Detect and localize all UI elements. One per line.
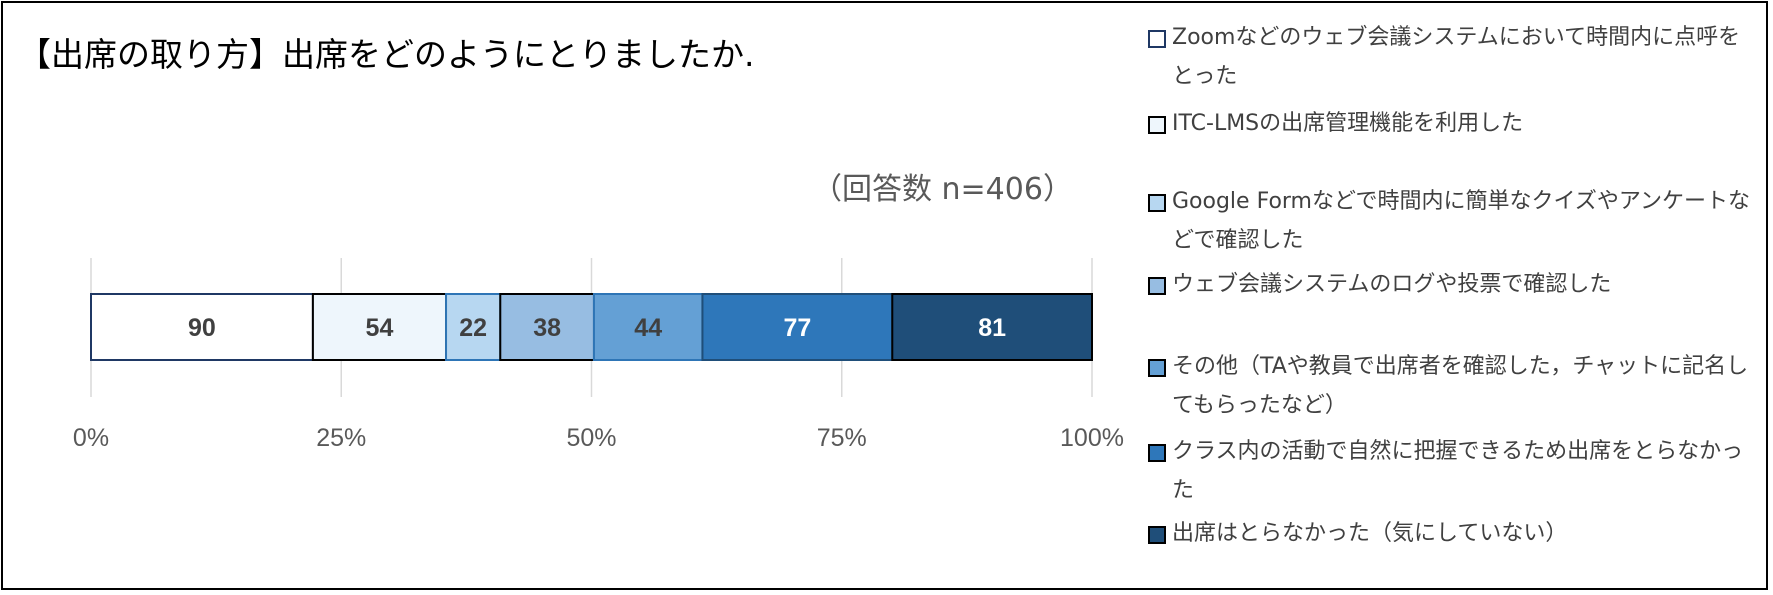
x-tick-label: 25% bbox=[316, 424, 366, 452]
legend-swatch-icon bbox=[1148, 116, 1166, 134]
legend-swatch-icon bbox=[1148, 444, 1166, 462]
legend-item: 出席はとらなかった（気にしていない） bbox=[1148, 514, 1752, 553]
legend-label: その他（TAや教員で出席者を確認した，チャットに記名してもらったなど） bbox=[1172, 354, 1749, 418]
legend-item: Google Formなどで時間内に簡単なクイズやアンケートなどで確認した bbox=[1148, 182, 1752, 260]
legend-item: Zoomなどのウェブ会議システムにおいて時間内に点呼をとった bbox=[1148, 18, 1752, 96]
x-tick-label: 50% bbox=[566, 424, 616, 452]
legend-item: ITC-LMSの出席管理機能を利用した bbox=[1148, 104, 1752, 143]
legend-label: クラス内の活動で自然に把握できるため出席をとらなかった bbox=[1172, 439, 1744, 503]
bar-segment bbox=[891, 293, 1093, 361]
legend-swatch-icon bbox=[1148, 194, 1166, 212]
data-label: 22 bbox=[459, 314, 487, 342]
legend-label: 出席はとらなかった（気にしていない） bbox=[1172, 521, 1568, 546]
bar-segment bbox=[311, 293, 448, 361]
data-label: 54 bbox=[366, 314, 394, 342]
chart-title: 【出席の取り方】出席をどのようにとりましたか. bbox=[18, 35, 755, 74]
x-tick-label: 0% bbox=[73, 424, 109, 452]
legend-item: その他（TAや教員で出席者を確認した，チャットに記名してもらったなど） bbox=[1148, 347, 1752, 425]
bar-segment bbox=[445, 293, 502, 361]
legend-label: Zoomなどのウェブ会議システムにおいて時間内に点呼をとった bbox=[1172, 25, 1741, 89]
response-count-note: （回答数 n=406） bbox=[812, 172, 1073, 207]
legend-swatch-icon bbox=[1148, 526, 1166, 544]
legend-label: ウェブ会議システムのログや投票で確認した bbox=[1172, 272, 1612, 297]
legend-label: ITC-LMSの出席管理機能を利用した bbox=[1172, 111, 1524, 136]
legend-swatch-icon bbox=[1148, 277, 1166, 295]
data-label: 44 bbox=[634, 314, 662, 342]
legend-swatch-icon bbox=[1148, 359, 1166, 377]
data-label: 38 bbox=[533, 314, 561, 342]
data-label: 77 bbox=[783, 314, 811, 342]
data-label: 90 bbox=[188, 314, 216, 342]
bar-segment bbox=[499, 293, 595, 361]
bar-segment bbox=[90, 293, 314, 361]
data-label: 81 bbox=[978, 314, 1006, 342]
legend-label: Google Formなどで時間内に簡単なクイズやアンケートなどで確認した bbox=[1172, 189, 1751, 253]
bar-segment bbox=[701, 293, 894, 361]
legend-swatch-icon bbox=[1148, 30, 1166, 48]
legend-item: クラス内の活動で自然に把握できるため出席をとらなかった bbox=[1148, 432, 1752, 510]
x-tick-label: 100% bbox=[1060, 424, 1124, 452]
x-tick-label: 75% bbox=[817, 424, 867, 452]
legend-item: ウェブ会議システムのログや投票で確認した bbox=[1148, 265, 1752, 304]
